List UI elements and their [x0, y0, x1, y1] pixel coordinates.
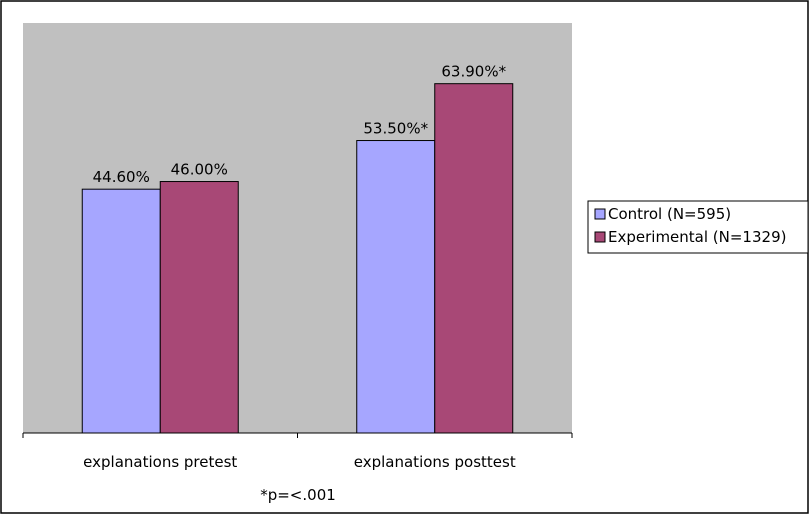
data-label-control-explanations-pretest: 44.60% — [93, 168, 150, 186]
data-label-control-explanations-posttest: 53.50%* — [363, 120, 428, 138]
data-label-experimental-explanations-pretest: 46.00% — [171, 161, 228, 179]
bars-group — [81, 83, 514, 434]
bar-experimental-explanations-posttest — [434, 83, 514, 434]
legend: Control (N=595) Experimental (N=1329) — [587, 200, 809, 254]
x-tick-labels-group: explanations pretest explanations posttes… — [83, 453, 516, 471]
bar-control-explanations-posttest — [356, 140, 436, 434]
significance-annotation: *p=<.001 — [260, 486, 336, 504]
legend-swatch-experimental — [594, 231, 606, 243]
legend-swatch-control — [594, 208, 606, 220]
legend-box — [587, 200, 809, 254]
data-label-experimental-explanations-posttest: 63.90%* — [441, 63, 506, 81]
data-labels-group: 44.60% 46.00% 53.50%* 63.90%* — [93, 63, 507, 187]
x-ticks-group — [22, 433, 573, 438]
legend-label-control: Control (N=595) — [608, 205, 731, 223]
bar-experimental-explanations-pretest — [159, 181, 239, 434]
bar-control-explanations-pretest — [81, 188, 161, 434]
x-tick-label-explanations-posttest: explanations posttest — [354, 453, 516, 471]
x-tick-label-explanations-pretest: explanations pretest — [83, 453, 237, 471]
legend-label-experimental: Experimental (N=1329) — [608, 228, 786, 246]
